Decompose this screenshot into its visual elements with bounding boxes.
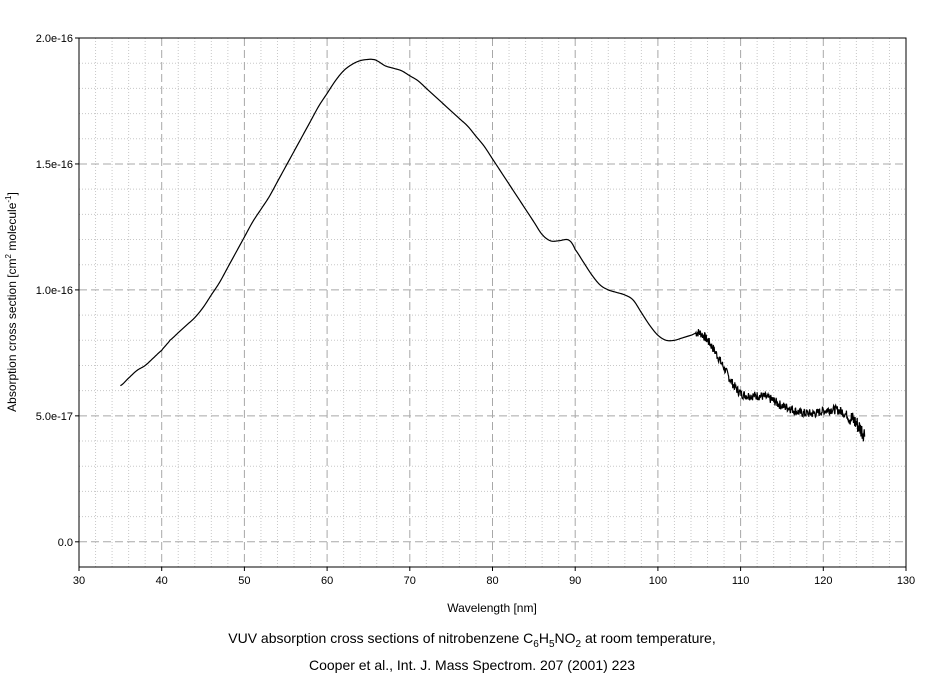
x-tick-label: 80 <box>486 575 498 587</box>
y-axis-title-sup2: -1 <box>4 195 13 203</box>
y-tick-label: 5.0e-17 <box>36 411 73 423</box>
plot-frame <box>78 37 907 568</box>
caption-line-1-suffix: at room temperature, <box>581 630 716 646</box>
x-tick-label: 130 <box>897 575 915 587</box>
x-tick-label: 120 <box>814 575 832 587</box>
x-tick-label: 90 <box>569 575 581 587</box>
caption-h: H <box>538 630 549 646</box>
minor-grid <box>79 38 906 568</box>
y-axis-title: Absorption cross section [cm2 molecule-1… <box>4 192 19 412</box>
y-tick-label: 1.5e-16 <box>36 159 73 171</box>
caption-line-1: VUV absorption cross sections of nitrobe… <box>0 628 944 655</box>
x-tick-label: 110 <box>732 575 750 587</box>
axis-ticks <box>75 37 907 571</box>
x-tick-label: 30 <box>73 575 85 587</box>
x-tick-label: 60 <box>321 575 333 587</box>
y-tick-labels: 0.0 5.0e-17 1.0e-16 1.5e-16 2.0e-16 <box>36 33 73 549</box>
y-axis-title-suffix: ] <box>5 192 19 195</box>
y-axis-title-prefix: Absorption cross section [cm <box>5 258 19 411</box>
y-axis-title-mid: molecule <box>5 202 19 254</box>
x-tick-label: 100 <box>649 575 667 587</box>
chart-canvas: 30 40 50 60 70 80 90 100 110 120 130 0.0 5.0e-17 1.0… <box>4 33 915 615</box>
caption-line-2: Cooper et al., Int. J. Mass Spectrom. 20… <box>308 656 636 673</box>
major-grid <box>79 37 906 567</box>
caption-sub-h: 5 <box>548 638 555 650</box>
x-axis-title: Wavelength [nm] <box>447 601 537 615</box>
caption-sub-c: 6 <box>533 638 539 650</box>
caption-no: NO <box>554 630 576 646</box>
x-tick-labels: 30 40 50 60 70 80 90 100 110 120 130 <box>73 575 915 587</box>
chart-caption: VUV absorption cross sections of nitrobe… <box>0 628 944 676</box>
y-tick-label: 1.0e-16 <box>36 285 73 297</box>
y-tick-label: 0.0 <box>58 537 73 549</box>
caption-line-1-prefix: VUV absorption cross sections of nitrobe… <box>228 630 534 646</box>
y-axis-title-sup1: 2 <box>4 253 13 258</box>
y-tick-label: 2.0e-16 <box>36 33 73 45</box>
caption-sub-o: 2 <box>575 638 582 650</box>
x-tick-label: 50 <box>238 575 250 587</box>
x-tick-label: 40 <box>156 575 168 587</box>
series-line <box>120 58 866 442</box>
x-tick-label: 70 <box>404 575 416 587</box>
